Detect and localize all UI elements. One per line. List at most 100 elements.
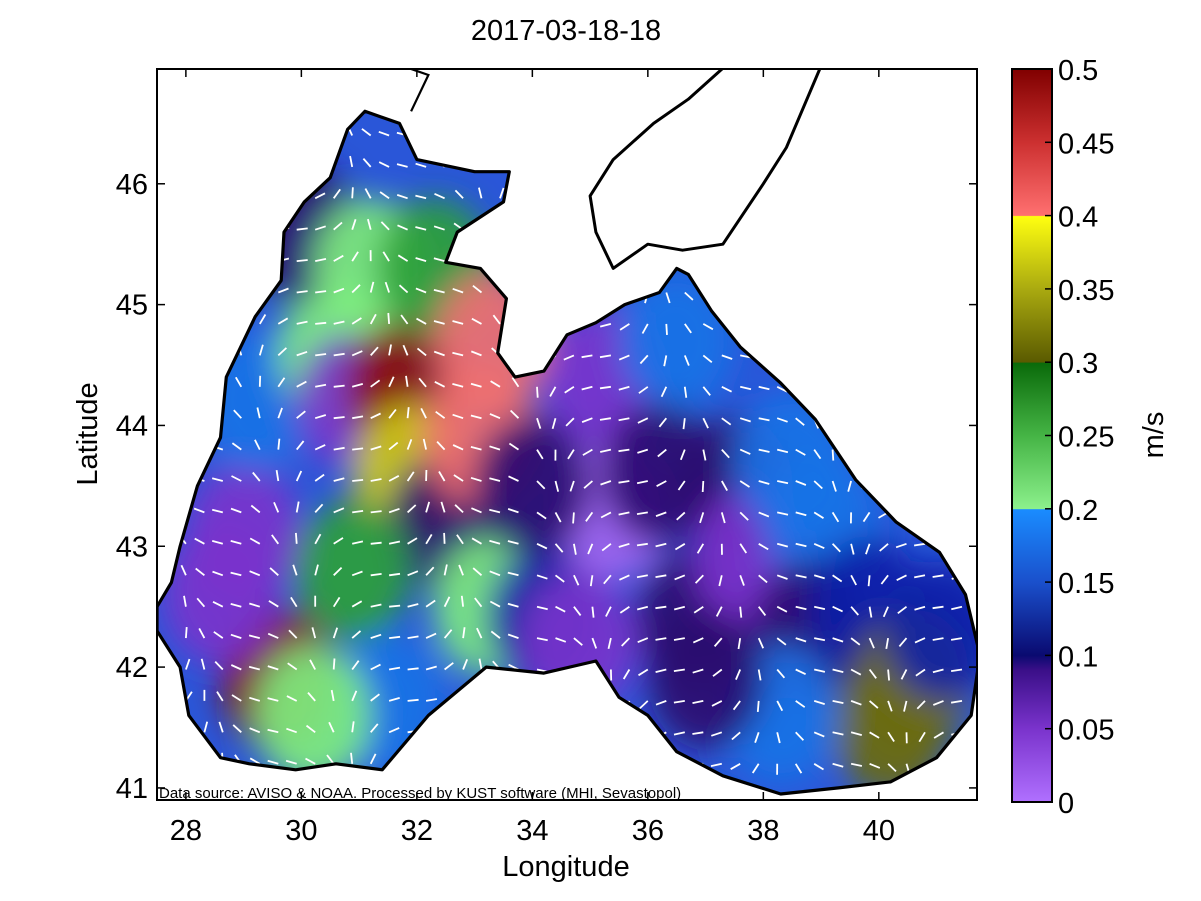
velocity-arrow — [813, 449, 822, 460]
velocity-arrow — [352, 447, 364, 451]
colorbar-tick-label: 0.05 — [1058, 715, 1114, 747]
velocity-arrow — [555, 637, 567, 643]
velocity-arrow — [618, 480, 630, 484]
velocity-arrow — [673, 700, 685, 704]
velocity-arrow — [831, 449, 835, 461]
velocity-arrow — [489, 600, 501, 608]
velocity-arrow — [333, 221, 343, 231]
velocity-arrow — [677, 480, 686, 491]
velocity-arrow — [478, 187, 483, 199]
colorbar-tick-label: 0.45 — [1058, 128, 1114, 160]
velocity-arrow — [248, 665, 261, 671]
velocity-arrow — [903, 700, 908, 712]
velocity-arrow — [230, 571, 242, 577]
colorbar-tick-label: 0.1 — [1058, 641, 1098, 673]
velocity-arrow — [389, 604, 401, 608]
velocity-arrow — [387, 312, 390, 324]
velocity-arrow — [333, 477, 345, 482]
velocity-arrow — [425, 698, 438, 702]
velocity-arrow — [573, 637, 583, 646]
x-tick-label: 28 — [170, 815, 202, 847]
colorbar: 0 0.05 0.1 0.15 0.2 0.25 0.3 0.35 0.4 0.45 0.5 m/s — [1011, 55, 1170, 820]
velocity-arrow — [364, 188, 372, 199]
velocity-arrow — [388, 376, 395, 388]
velocity-arrow — [756, 700, 760, 712]
velocity-arrow — [314, 414, 327, 420]
velocity-arrow — [277, 377, 286, 388]
y-tick-label: 46 — [116, 169, 148, 201]
velocity-arrow — [758, 543, 769, 551]
velocity-arrow — [758, 511, 770, 518]
velocity-arrow — [564, 386, 575, 394]
velocity-arrow — [758, 480, 770, 485]
velocity-arrow — [418, 377, 427, 388]
velocity-arrow — [213, 631, 224, 639]
velocity-arrow — [655, 637, 667, 641]
velocity-arrow — [795, 574, 807, 579]
velocity-arrow — [582, 448, 593, 456]
velocity-arrow — [292, 564, 298, 576]
velocity-arrow — [405, 375, 409, 387]
speed-cell-23 — [618, 270, 735, 411]
velocity-arrow — [732, 700, 741, 711]
velocity-arrow — [637, 417, 649, 424]
velocity-arrow — [315, 321, 327, 325]
chart-title: 2017-03-18-18 — [471, 15, 661, 47]
velocity-arrow — [499, 187, 505, 199]
velocity-arrow — [581, 385, 593, 391]
velocity-arrow — [248, 634, 261, 639]
velocity-arrow — [296, 350, 308, 357]
velocity-arrow — [636, 511, 648, 515]
velocity-arrow — [472, 567, 483, 576]
velocity-arrow — [655, 574, 667, 578]
velocity-arrow — [400, 314, 409, 325]
velocity-arrow — [216, 691, 224, 702]
velocity-arrow — [636, 480, 648, 485]
velocity-arrow — [507, 540, 519, 545]
velocity-arrow — [212, 600, 224, 608]
velocity-arrow — [462, 627, 466, 639]
velocity-arrow — [600, 480, 612, 486]
velocity-arrow — [850, 574, 857, 586]
velocity-arrow — [573, 543, 577, 555]
velocity-arrow — [315, 258, 327, 262]
velocity-arrow — [314, 533, 322, 545]
velocity-arrow — [607, 637, 612, 649]
velocity-arrow — [333, 384, 345, 388]
velocity-arrow — [673, 605, 686, 611]
velocity-arrow — [951, 605, 963, 611]
velocity-arrow — [490, 380, 501, 388]
velocity-arrow — [370, 412, 381, 420]
velocity-arrow — [406, 471, 415, 482]
velocity-arrow — [622, 669, 631, 680]
velocity-arrow — [378, 161, 390, 168]
colorbar-tick-label: 0.3 — [1058, 348, 1098, 380]
velocity-arrow — [295, 501, 300, 513]
velocity-arrow — [777, 511, 789, 516]
velocity-arrow — [721, 385, 733, 393]
azov-sea-coastline — [588, 69, 822, 270]
velocity-arrow — [290, 596, 298, 608]
velocity-arrow — [605, 606, 612, 617]
velocity-arrow — [718, 575, 723, 587]
velocity-arrow — [739, 417, 751, 423]
x-tick-label: 32 — [401, 815, 433, 847]
x-tick-label: 36 — [632, 815, 664, 847]
velocity-arrow — [285, 759, 297, 765]
velocity-arrow — [351, 570, 363, 577]
velocity-arrow — [813, 731, 825, 738]
velocity-arrow — [332, 658, 336, 670]
velocity-arrow — [867, 575, 871, 587]
velocity-arrow — [333, 287, 345, 294]
velocity-arrow — [776, 700, 784, 712]
velocity-arrow — [195, 567, 205, 577]
velocity-arrow — [683, 355, 690, 366]
plot-frame — [156, 68, 978, 801]
velocity-arrow — [433, 320, 445, 325]
velocity-arrow — [618, 385, 630, 391]
velocity-arrow — [435, 410, 446, 419]
velocity-arrow — [507, 602, 519, 608]
velocity-arrow — [713, 637, 723, 647]
velocity-arrow — [563, 354, 575, 361]
velocity-arrow — [382, 251, 390, 262]
